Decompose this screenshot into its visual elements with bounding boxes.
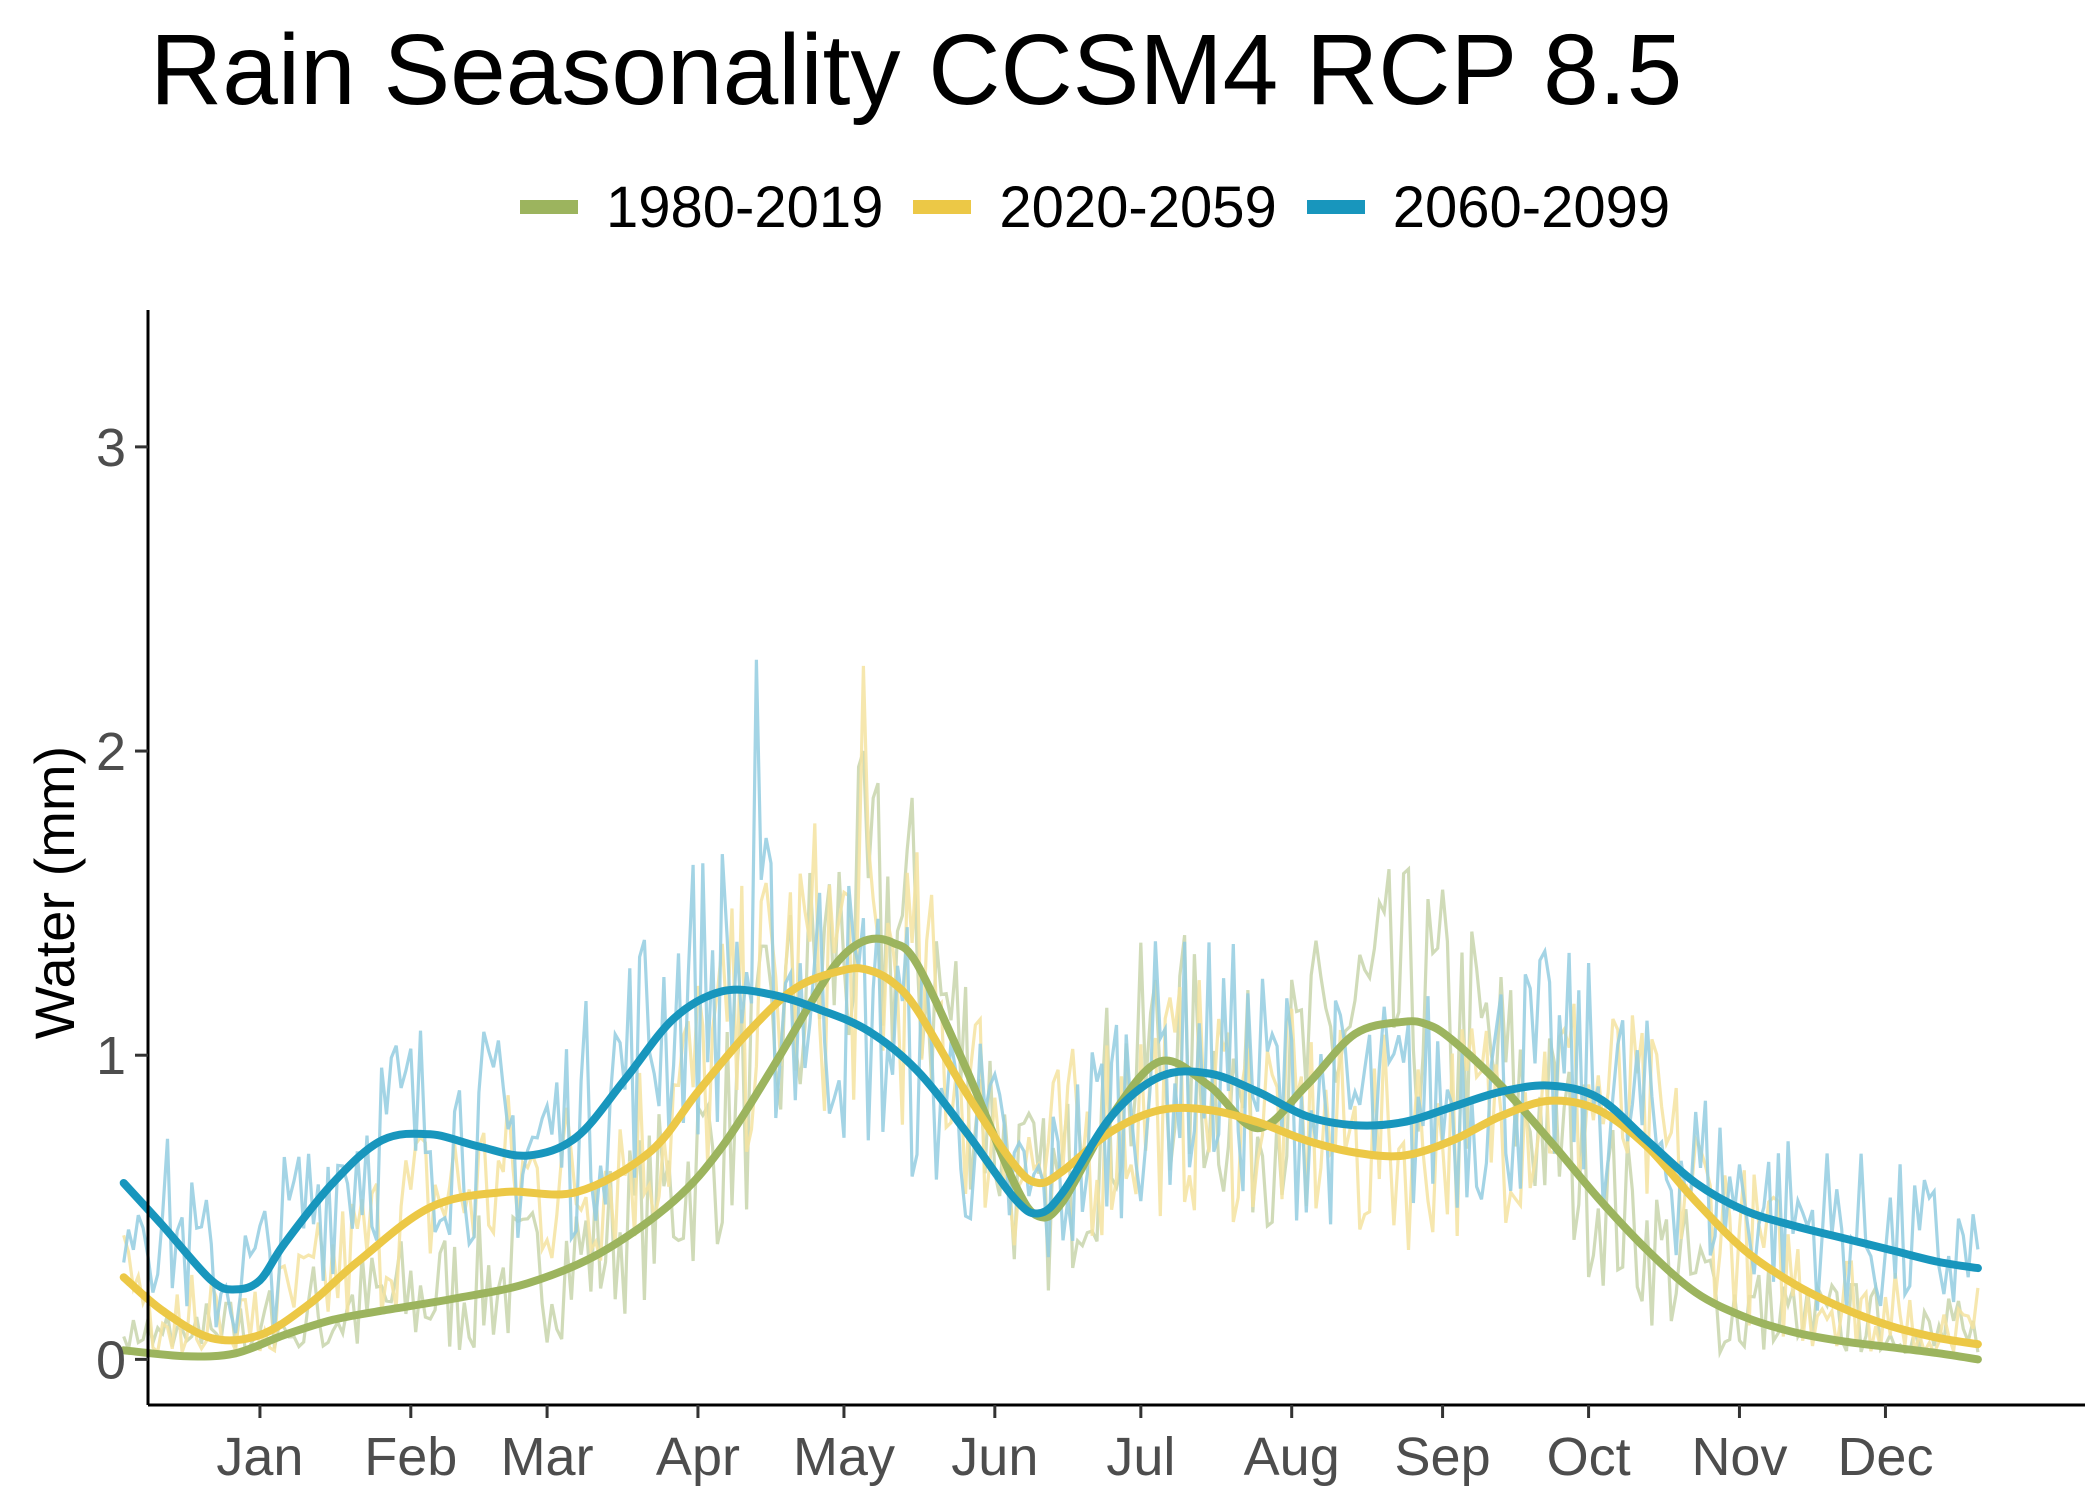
x-tick-label: Mar [501, 1427, 594, 1487]
x-tick-label: Feb [364, 1427, 457, 1487]
legend-label-2060-2099: 2060-2099 [1392, 174, 1671, 240]
legend: 1980-2019 2020-2059 2060-2099 [520, 172, 1700, 242]
x-tick-label: May [793, 1427, 895, 1487]
x-tick-label: Jan [216, 1427, 303, 1487]
legend-label-2020-2059: 2020-2059 [999, 174, 1277, 240]
daily-line-2020-2059 [122, 665, 1980, 1358]
legend-label-1980-2019: 1980-2019 [606, 174, 884, 240]
smooth-line-1980-2019 [119, 934, 1982, 1364]
daily-line-1980-2019 [122, 750, 1980, 1359]
y-tick-label: 0 [96, 1330, 126, 1390]
axes-layer: 0 1 2 3 Jan Feb Mar Apr May Jun Jul Aug Sep Oct Nov Dec… [23, 310, 2085, 1487]
daily-series-layer [122, 659, 1980, 1359]
y-tick-label: 1 [96, 1026, 126, 1086]
legend-item-2060-2099: 2060-2099 [1306, 174, 1671, 241]
daily-line-2060-2099 [122, 659, 1980, 1334]
smoothed-series-layer [119, 934, 1982, 1364]
smooth-line-2020-2059 [119, 964, 1982, 1349]
y-tick-label: 2 [96, 722, 126, 782]
legend-item-2020-2059: 2020-2059 [913, 174, 1277, 241]
x-tick-label: Apr [656, 1427, 740, 1487]
legend-swatch-1980-2019 [520, 200, 578, 214]
x-tick-label: Jul [1106, 1427, 1175, 1487]
legend-swatch-2060-2099 [1306, 200, 1365, 214]
x-tick-label: Jun [951, 1427, 1038, 1487]
chart-title: Rain Seasonality CCSM4 RCP 8.5 [150, 14, 1683, 126]
x-tick-label: Oct [1547, 1427, 1631, 1487]
smooth-line-2060-2099 [119, 985, 1982, 1294]
legend-item-1980-2019: 1980-2019 [520, 174, 883, 241]
y-tick-label: 3 [96, 418, 126, 478]
x-tick-label: Dec [1837, 1427, 1933, 1487]
legend-swatch-2020-2059 [913, 200, 972, 214]
x-tick-label: Sep [1395, 1427, 1491, 1487]
x-tick-label: Nov [1691, 1427, 1787, 1487]
y-axis-label: Water (mm) [23, 746, 86, 1039]
x-tick-label: Aug [1244, 1427, 1340, 1487]
